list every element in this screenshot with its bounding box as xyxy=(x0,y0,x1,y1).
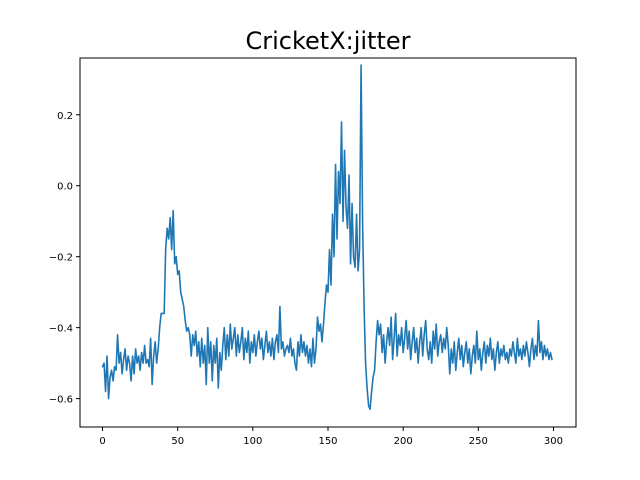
y-tick-label: −0.6 xyxy=(49,395,73,406)
series-layer xyxy=(101,64,553,411)
x-tick-label: 150 xyxy=(318,436,337,447)
x-tick-label: 50 xyxy=(171,436,184,447)
plot-area-frame xyxy=(79,57,577,428)
series-line-0 xyxy=(101,64,553,411)
x-tick-label: 300 xyxy=(544,436,563,447)
y-tick-label: −0.4 xyxy=(49,324,73,335)
ticks-layer: 0 50 100 150 200 250 300 −0.6 −0.4 −0.2 0.0 0.2 xyxy=(49,111,563,447)
y-tick-label: 0.0 xyxy=(57,182,73,193)
y-tick-label: −0.2 xyxy=(49,253,73,264)
x-tick-label: 200 xyxy=(394,436,413,447)
x-tick-label: 100 xyxy=(243,436,262,447)
chart-title: CricketX:jitter xyxy=(245,27,410,55)
x-tick-label: 250 xyxy=(469,436,488,447)
y-tick-label: 0.2 xyxy=(57,111,73,122)
x-tick-label: 0 xyxy=(99,436,105,447)
